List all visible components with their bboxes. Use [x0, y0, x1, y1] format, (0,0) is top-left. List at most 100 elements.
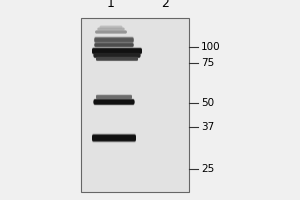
FancyBboxPatch shape: [100, 26, 122, 28]
FancyBboxPatch shape: [96, 56, 138, 60]
FancyBboxPatch shape: [98, 27, 124, 30]
FancyBboxPatch shape: [98, 28, 124, 30]
FancyBboxPatch shape: [95, 30, 127, 33]
FancyBboxPatch shape: [95, 30, 127, 33]
FancyBboxPatch shape: [96, 57, 138, 60]
FancyBboxPatch shape: [98, 28, 124, 30]
FancyBboxPatch shape: [94, 55, 140, 58]
FancyBboxPatch shape: [94, 36, 134, 41]
FancyBboxPatch shape: [94, 100, 134, 104]
FancyBboxPatch shape: [94, 53, 140, 57]
FancyBboxPatch shape: [95, 31, 127, 34]
FancyBboxPatch shape: [100, 26, 122, 28]
FancyBboxPatch shape: [96, 95, 132, 99]
FancyBboxPatch shape: [94, 42, 134, 46]
FancyBboxPatch shape: [94, 52, 140, 56]
Bar: [81, 18, 189, 192]
FancyBboxPatch shape: [94, 101, 134, 105]
Text: 2: 2: [161, 0, 169, 10]
FancyBboxPatch shape: [94, 102, 134, 106]
FancyBboxPatch shape: [94, 43, 134, 47]
FancyBboxPatch shape: [96, 57, 138, 61]
FancyBboxPatch shape: [96, 58, 138, 61]
FancyBboxPatch shape: [94, 44, 134, 47]
FancyBboxPatch shape: [94, 43, 134, 47]
FancyBboxPatch shape: [98, 28, 124, 30]
FancyBboxPatch shape: [94, 44, 134, 47]
FancyBboxPatch shape: [94, 37, 134, 42]
FancyBboxPatch shape: [96, 58, 138, 61]
FancyBboxPatch shape: [92, 49, 142, 54]
FancyBboxPatch shape: [95, 31, 127, 34]
FancyBboxPatch shape: [96, 57, 138, 60]
FancyBboxPatch shape: [94, 54, 140, 58]
FancyBboxPatch shape: [94, 38, 134, 42]
FancyBboxPatch shape: [94, 99, 134, 103]
FancyBboxPatch shape: [100, 26, 122, 28]
FancyBboxPatch shape: [96, 57, 138, 61]
FancyBboxPatch shape: [92, 133, 136, 138]
FancyBboxPatch shape: [94, 53, 140, 57]
FancyBboxPatch shape: [92, 136, 136, 141]
FancyBboxPatch shape: [92, 49, 142, 53]
FancyBboxPatch shape: [92, 137, 136, 142]
FancyBboxPatch shape: [92, 137, 136, 142]
FancyBboxPatch shape: [94, 99, 134, 103]
FancyBboxPatch shape: [92, 51, 142, 55]
Text: 37: 37: [201, 122, 214, 132]
FancyBboxPatch shape: [95, 31, 127, 34]
FancyBboxPatch shape: [96, 96, 132, 99]
FancyBboxPatch shape: [94, 100, 134, 104]
FancyBboxPatch shape: [94, 38, 134, 42]
FancyBboxPatch shape: [98, 28, 124, 30]
FancyBboxPatch shape: [96, 95, 132, 99]
FancyBboxPatch shape: [95, 30, 127, 33]
FancyBboxPatch shape: [92, 136, 136, 141]
FancyBboxPatch shape: [94, 101, 134, 105]
FancyBboxPatch shape: [94, 43, 134, 46]
FancyBboxPatch shape: [95, 30, 127, 33]
FancyBboxPatch shape: [92, 138, 136, 143]
FancyBboxPatch shape: [100, 26, 122, 28]
Text: 1: 1: [107, 0, 115, 10]
Text: 75: 75: [201, 58, 214, 68]
FancyBboxPatch shape: [94, 43, 134, 46]
FancyBboxPatch shape: [92, 134, 136, 139]
Text: 50: 50: [201, 98, 214, 108]
FancyBboxPatch shape: [94, 100, 134, 105]
FancyBboxPatch shape: [92, 48, 142, 52]
FancyBboxPatch shape: [94, 53, 140, 56]
FancyBboxPatch shape: [92, 135, 136, 140]
FancyBboxPatch shape: [96, 57, 138, 60]
FancyBboxPatch shape: [100, 26, 122, 29]
FancyBboxPatch shape: [94, 54, 140, 58]
FancyBboxPatch shape: [92, 134, 136, 139]
FancyBboxPatch shape: [96, 94, 132, 98]
FancyBboxPatch shape: [92, 135, 136, 140]
Text: 25: 25: [201, 164, 214, 174]
FancyBboxPatch shape: [94, 37, 134, 41]
FancyBboxPatch shape: [94, 39, 134, 44]
FancyBboxPatch shape: [92, 47, 142, 51]
FancyBboxPatch shape: [94, 44, 134, 48]
FancyBboxPatch shape: [92, 49, 142, 53]
FancyBboxPatch shape: [94, 53, 140, 57]
FancyBboxPatch shape: [100, 25, 122, 28]
FancyBboxPatch shape: [98, 28, 124, 31]
FancyBboxPatch shape: [92, 47, 142, 52]
FancyBboxPatch shape: [94, 39, 134, 43]
FancyBboxPatch shape: [95, 31, 127, 34]
FancyBboxPatch shape: [94, 54, 140, 57]
FancyBboxPatch shape: [92, 50, 142, 54]
FancyBboxPatch shape: [94, 98, 134, 102]
Text: 100: 100: [201, 42, 220, 52]
FancyBboxPatch shape: [94, 99, 134, 104]
FancyBboxPatch shape: [96, 96, 132, 100]
FancyBboxPatch shape: [92, 50, 142, 55]
FancyBboxPatch shape: [96, 95, 132, 98]
FancyBboxPatch shape: [96, 96, 132, 99]
FancyBboxPatch shape: [94, 55, 140, 59]
FancyBboxPatch shape: [96, 95, 132, 98]
FancyBboxPatch shape: [92, 48, 142, 53]
FancyBboxPatch shape: [94, 38, 134, 43]
